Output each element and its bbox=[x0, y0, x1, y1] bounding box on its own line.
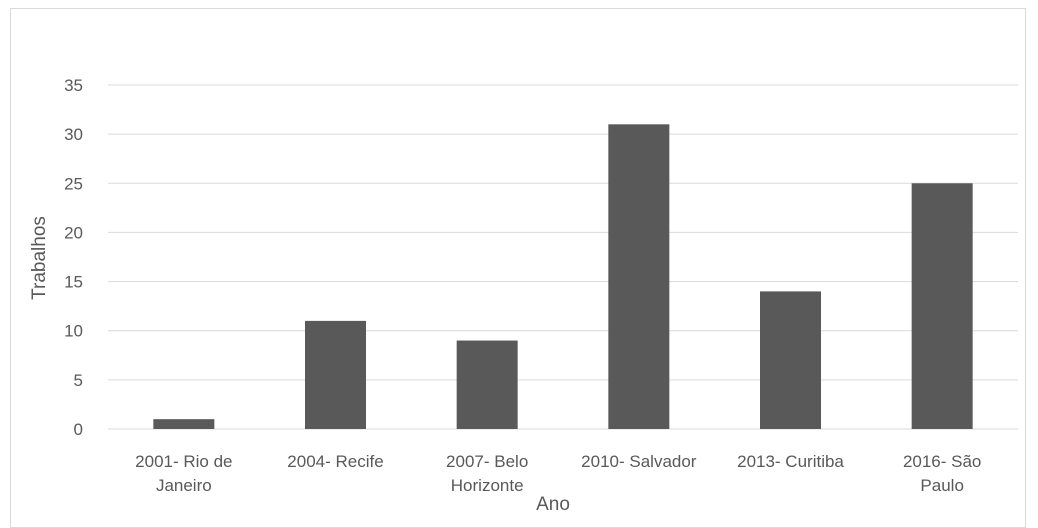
bar-chart: 0 5 10 15 20 25 30 35 2001- Rio de Janeiro 2004- … bbox=[29, 76, 1018, 515]
y-tick-label: 5 bbox=[74, 371, 83, 390]
x-tick-label: Paulo bbox=[920, 476, 963, 495]
x-tick-label: 2010- Salvador bbox=[581, 452, 697, 471]
x-tick-label: Janeiro bbox=[156, 476, 212, 495]
y-tick-label: 25 bbox=[64, 174, 83, 193]
bar bbox=[456, 340, 518, 429]
x-tick-label: 2001- Rio de bbox=[135, 452, 232, 471]
bar bbox=[153, 419, 215, 429]
y-axis-title: Trabalhos bbox=[29, 216, 50, 300]
y-tick-label: 15 bbox=[64, 273, 83, 292]
gridlines bbox=[108, 84, 1018, 430]
y-tick-label: 0 bbox=[74, 420, 83, 439]
bar bbox=[608, 124, 670, 430]
x-axis-title: Ano bbox=[536, 494, 570, 515]
bars bbox=[153, 124, 973, 430]
x-tick-label: 2016- São bbox=[903, 452, 981, 471]
x-tick-labels: 2001- Rio de Janeiro 2004- Recife 2007- Bel… bbox=[135, 452, 981, 495]
y-tick-label: 30 bbox=[64, 125, 83, 144]
x-tick-label: 2013- Curitiba bbox=[737, 452, 844, 471]
y-tick-label: 35 bbox=[64, 76, 83, 95]
y-tick-label: 20 bbox=[64, 223, 83, 242]
bar bbox=[760, 291, 821, 429]
x-tick-label: 2007- Belo bbox=[446, 452, 528, 471]
y-tick-label: 10 bbox=[64, 322, 83, 341]
x-tick-label: 2004- Recife bbox=[287, 452, 383, 471]
x-tick-label: Horizonte bbox=[451, 476, 524, 495]
y-tick-labels: 0 5 10 15 20 25 30 35 bbox=[64, 76, 83, 439]
bar bbox=[305, 320, 366, 429]
bar bbox=[911, 183, 973, 429]
chart-frame bbox=[10, 8, 1026, 528]
